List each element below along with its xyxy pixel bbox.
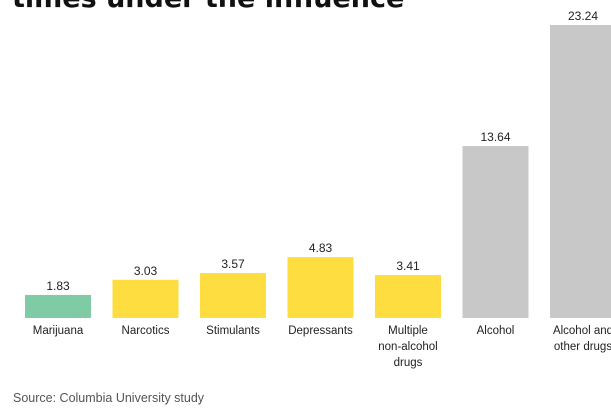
data-label: 3.03 [134,264,158,278]
bar [375,275,441,318]
data-label: 3.57 [221,257,245,271]
category-label: other drugs [554,341,611,353]
data-label: 1.83 [46,279,70,293]
category-label: drugs [394,357,423,369]
bar [112,279,179,318]
bar [462,146,529,318]
bar [287,257,354,318]
data-label: 13.64 [480,130,510,144]
bar [25,294,91,318]
category-label: Stimulants [206,325,260,337]
bar-chart: 1.83 Marijuana 3.03 Narcotics 3.57 Stimulants… [25,9,611,369]
category-label: Alcohol [477,325,515,337]
bar [550,25,611,318]
category-label: Marijuana [33,325,84,337]
category-label: Multiple [388,325,428,337]
category-label: non-alcohol [378,341,437,353]
category-label: Alcohol and [553,325,611,337]
category-label: Depressants [288,325,353,337]
data-label: 23.24 [568,9,598,23]
data-label: 3.41 [396,259,420,273]
data-label: 4.83 [309,241,333,255]
category-label: Narcotics [122,325,170,337]
chart-title: times under the influence [12,0,404,14]
bar [200,272,266,318]
source-note: Source: Columbia University study [13,391,205,405]
